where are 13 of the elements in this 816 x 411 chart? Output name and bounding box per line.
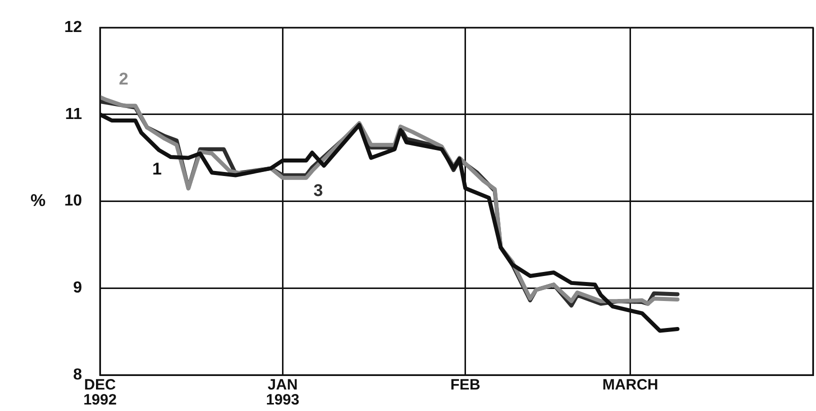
x-tick-label: DEC 1992: [83, 376, 117, 409]
y-tick-label: 9: [73, 280, 82, 297]
series-label: 1: [152, 160, 162, 179]
y-tick-label: 10: [64, 192, 82, 210]
x-tick-label: FEB: [450, 376, 481, 394]
y-tick-label: 8: [73, 366, 82, 384]
y-axis-title: %: [30, 190, 46, 210]
series-label: 3: [314, 180, 323, 200]
series-label: 2: [118, 69, 128, 88]
x-tick-label: MARCH: [602, 376, 658, 394]
y-tick-label: 12: [64, 19, 82, 36]
y-tick-label: 11: [65, 106, 82, 123]
x-tick-label: JAN 1993: [266, 376, 300, 409]
